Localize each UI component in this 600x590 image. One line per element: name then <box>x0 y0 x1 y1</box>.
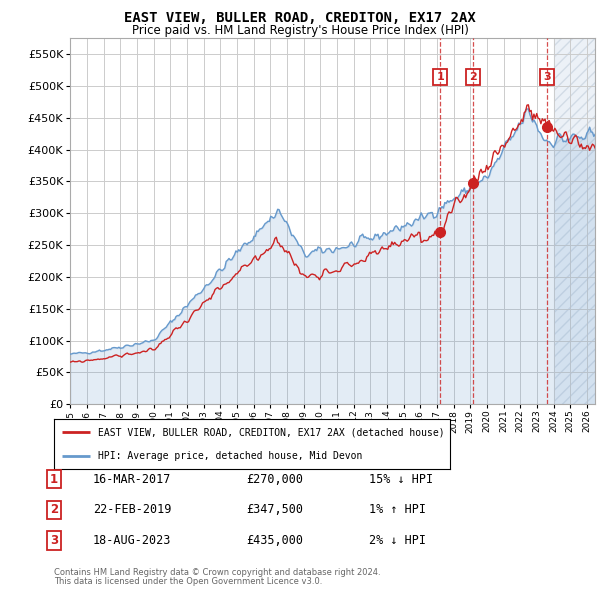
Text: 3: 3 <box>50 534 58 547</box>
Text: HPI: Average price, detached house, Mid Devon: HPI: Average price, detached house, Mid … <box>98 451 362 461</box>
Text: This data is licensed under the Open Government Licence v3.0.: This data is licensed under the Open Gov… <box>54 578 322 586</box>
Text: 3: 3 <box>544 72 551 82</box>
Text: 1: 1 <box>50 473 58 486</box>
Text: 1% ↑ HPI: 1% ↑ HPI <box>369 503 426 516</box>
Text: 15% ↓ HPI: 15% ↓ HPI <box>369 473 433 486</box>
Text: 1: 1 <box>436 72 444 82</box>
Bar <box>554 38 595 404</box>
Text: £270,000: £270,000 <box>246 473 303 486</box>
Bar <box>554 38 595 404</box>
Text: 2: 2 <box>50 503 58 516</box>
Text: 22-FEB-2019: 22-FEB-2019 <box>93 503 172 516</box>
Text: 2% ↓ HPI: 2% ↓ HPI <box>369 534 426 547</box>
Text: 18-AUG-2023: 18-AUG-2023 <box>93 534 172 547</box>
Text: EAST VIEW, BULLER ROAD, CREDITON, EX17 2AX: EAST VIEW, BULLER ROAD, CREDITON, EX17 2… <box>124 11 476 25</box>
Text: EAST VIEW, BULLER ROAD, CREDITON, EX17 2AX (detached house): EAST VIEW, BULLER ROAD, CREDITON, EX17 2… <box>98 427 444 437</box>
Text: £347,500: £347,500 <box>246 503 303 516</box>
Text: Price paid vs. HM Land Registry's House Price Index (HPI): Price paid vs. HM Land Registry's House … <box>131 24 469 37</box>
Text: 16-MAR-2017: 16-MAR-2017 <box>93 473 172 486</box>
Text: 2: 2 <box>469 72 476 82</box>
Text: £435,000: £435,000 <box>246 534 303 547</box>
Text: Contains HM Land Registry data © Crown copyright and database right 2024.: Contains HM Land Registry data © Crown c… <box>54 568 380 577</box>
